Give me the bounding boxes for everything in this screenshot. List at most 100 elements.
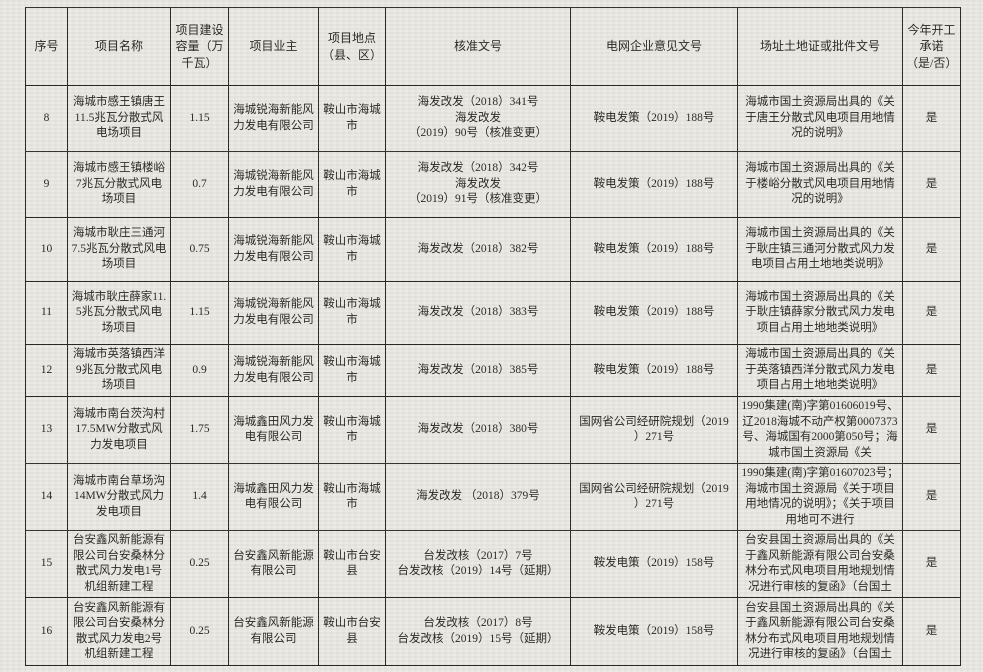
- cell-project-name: 海城市南台茨沟村17.5MW分散式风力发电项目: [67, 395, 171, 465]
- cell-approval-doc: 海发改发 （2018）379号: [385, 463, 571, 532]
- cell-seq: 10: [25, 217, 68, 282]
- table-row: 15 台安鑫风新能源有限公司台安桑林分散式风力发电1号机组新建工程 0.25 台…: [25, 530, 961, 599]
- cell-owner: 海城鑫田风力发电有限公司: [228, 463, 319, 532]
- header-owner: 项目业主: [228, 7, 319, 86]
- cell-land-cert-doc: 海城市国土资源局出具的《关于唐王分散式风电项目用地情况的说明》: [737, 85, 903, 152]
- table-row: 11 海城市耿庄薛家11.5兆瓦分散式风电场项目 1.15 海城锐海新能风力发电…: [25, 281, 961, 345]
- cell-start-commitment: 是: [902, 530, 961, 599]
- cell-capacity: 0.9: [170, 344, 229, 397]
- cell-approval-doc: 海发改发（2018）342号 海发改发 （2019）91号（核准变更）: [385, 151, 571, 218]
- cell-start-commitment: 是: [902, 85, 961, 152]
- cell-capacity: 0.25: [170, 530, 229, 599]
- cell-grid-opinion-doc: 鞍发电策（2019）158号: [570, 597, 738, 667]
- cell-owner: 海城锐海新能风力发电有限公司: [228, 85, 319, 152]
- cell-start-commitment: 是: [902, 151, 961, 218]
- cell-land-cert-doc: 海城市国土资源局出具的《关于楼峪分散式风电项目用地情况的说明》: [737, 151, 903, 218]
- cell-seq: 13: [25, 395, 68, 465]
- cell-seq: 9: [25, 151, 68, 218]
- cell-location: 鞍山市海城市: [318, 463, 386, 532]
- cell-location: 鞍山市海城市: [318, 151, 386, 218]
- cell-project-name: 海城市耿庄薛家11.5兆瓦分散式风电场项目: [67, 281, 171, 345]
- cell-grid-opinion-doc: 鞍发电策（2019）158号: [570, 530, 738, 599]
- cell-owner: 台安鑫风新能源有限公司: [228, 530, 319, 599]
- cell-approval-doc: 海发改发（2018）385号: [385, 344, 571, 397]
- cell-location: 鞍山市海城市: [318, 344, 386, 397]
- scanned-document-page: 序号 项目名称 项目建设容量（万千瓦） 项目业主 项目地点（县、区） 核准文号 …: [25, 7, 961, 667]
- cell-location: 鞍山市台安县: [318, 597, 386, 667]
- cell-approval-doc: 海发改发（2018）383号: [385, 281, 571, 345]
- cell-capacity: 0.75: [170, 217, 229, 282]
- cell-project-name: 海城市耿庄三通河7.5兆瓦分散式风电场项目: [67, 217, 171, 282]
- cell-approval-doc: 海发改发（2018）341号 海发改发 （2019）90号（核准变更）: [385, 85, 571, 152]
- table-row: 12 海城市英落镇西洋9兆瓦分散式风电场项目 0.9 海城锐海新能风力发电有限公…: [25, 344, 961, 397]
- cell-start-commitment: 是: [902, 463, 961, 532]
- cell-project-name: 海城市感王镇唐王11.5兆瓦分散式风电场项目: [67, 85, 171, 152]
- cell-project-name: 海城市英落镇西洋9兆瓦分散式风电场项目: [67, 344, 171, 397]
- cell-project-name: 台安鑫风新能源有限公司台安桑林分散式风力发电2号机组新建工程: [67, 597, 171, 667]
- table-header-row: 序号 项目名称 项目建设容量（万千瓦） 项目业主 项目地点（县、区） 核准文号 …: [25, 7, 961, 86]
- cell-approval-doc: 海发改发（2018）380号: [385, 395, 571, 465]
- cell-approval-doc: 海发改发（2018）382号: [385, 217, 571, 282]
- cell-location: 鞍山市台安县: [318, 530, 386, 599]
- cell-project-name: 台安鑫风新能源有限公司台安桑林分散式风力发电1号机组新建工程: [67, 530, 171, 599]
- cell-start-commitment: 是: [902, 395, 961, 465]
- cell-grid-opinion-doc: 国网省公司经研院规划（2019 ）271号: [570, 463, 738, 532]
- table-row: 10 海城市耿庄三通河7.5兆瓦分散式风电场项目 0.75 海城锐海新能风力发电…: [25, 217, 961, 282]
- header-location: 项目地点（县、区）: [318, 7, 386, 86]
- cell-grid-opinion-doc: 鞍电发策（2019）188号: [570, 281, 738, 345]
- cell-owner: 台安鑫风新能源有限公司: [228, 597, 319, 667]
- header-grid-opinion-doc: 电网企业意见文号: [570, 7, 738, 86]
- table-row: 13 海城市南台茨沟村17.5MW分散式风力发电项目 1.75 海城鑫田风力发电…: [25, 395, 961, 465]
- cell-grid-opinion-doc: 鞍电发策（2019）188号: [570, 85, 738, 152]
- cell-location: 鞍山市海城市: [318, 281, 386, 345]
- cell-location: 鞍山市海城市: [318, 217, 386, 282]
- cell-seq: 15: [25, 530, 68, 599]
- cell-location: 鞍山市海城市: [318, 85, 386, 152]
- cell-owner: 海城锐海新能风力发电有限公司: [228, 151, 319, 218]
- table-row: 8 海城市感王镇唐王11.5兆瓦分散式风电场项目 1.15 海城锐海新能风力发电…: [25, 85, 961, 152]
- cell-seq: 16: [25, 597, 68, 667]
- cell-start-commitment: 是: [902, 217, 961, 282]
- cell-capacity: 0.25: [170, 597, 229, 667]
- cell-start-commitment: 是: [902, 281, 961, 345]
- header-approval-doc: 核准文号: [385, 7, 571, 86]
- cell-owner: 海城锐海新能风力发电有限公司: [228, 344, 319, 397]
- cell-grid-opinion-doc: 国网省公司经研院规划（2019 ）271号: [570, 395, 738, 465]
- cell-land-cert-doc: 1990集建(南)字第01607023号；海城市国土资源局《关于项目用地情况的说…: [737, 463, 903, 532]
- cell-location: 鞍山市海城市: [318, 395, 386, 465]
- cell-owner: 海城锐海新能风力发电有限公司: [228, 281, 319, 345]
- cell-approval-doc: 台发改核（2017）8号 台发改核（2019）15号（延期）: [385, 597, 571, 667]
- cell-land-cert-doc: 1990集建(南)字第01606019号、辽2018海城不动产权第0007373…: [737, 395, 903, 465]
- cell-grid-opinion-doc: 鞍电发策（2019）188号: [570, 217, 738, 282]
- cell-start-commitment: 是: [902, 597, 961, 667]
- cell-land-cert-doc: 台安县国土资源局出具的《关于鑫风新能源有限公司台安桑林分布式风电项目用地规划情况…: [737, 530, 903, 599]
- wind-project-approval-table: 序号 项目名称 项目建设容量（万千瓦） 项目业主 项目地点（县、区） 核准文号 …: [25, 7, 961, 667]
- cell-capacity: 1.15: [170, 281, 229, 345]
- cell-capacity: 1.4: [170, 463, 229, 532]
- cell-seq: 8: [25, 85, 68, 152]
- table-row: 14 海城市南台草场沟14MW分散式风力发电项目 1.4 海城鑫田风力发电有限公…: [25, 463, 961, 532]
- cell-capacity: 1.75: [170, 395, 229, 465]
- cell-land-cert-doc: 台安县国土资源局出具的《关于鑫风新能源有限公司台安桑林分布式风电项目用地规划情况…: [737, 597, 903, 667]
- header-capacity: 项目建设容量（万千瓦）: [170, 7, 229, 86]
- header-seq: 序号: [25, 7, 68, 86]
- cell-seq: 12: [25, 344, 68, 397]
- table-row: 9 海城市感王镇楼峪7兆瓦分散式风电场项目 0.7 海城锐海新能风力发电有限公司…: [25, 151, 961, 218]
- cell-land-cert-doc: 海城市国土资源局出具的《关于耿庄镇三通河分散式风力发电项目占用土地地类说明》: [737, 217, 903, 282]
- cell-seq: 11: [25, 281, 68, 345]
- cell-grid-opinion-doc: 鞍电发策（2019）188号: [570, 344, 738, 397]
- cell-capacity: 1.15: [170, 85, 229, 152]
- header-start-commitment: 今年开工承诺（是/否）: [902, 7, 961, 86]
- cell-approval-doc: 台发改核（2017）7号 台发改核（2019）14号（延期）: [385, 530, 571, 599]
- cell-owner: 海城锐海新能风力发电有限公司: [228, 217, 319, 282]
- header-land-cert-doc: 场址土地证或批件文号: [737, 7, 903, 86]
- cell-start-commitment: 是: [902, 344, 961, 397]
- table-row: 16 台安鑫风新能源有限公司台安桑林分散式风力发电2号机组新建工程 0.25 台…: [25, 597, 961, 667]
- cell-grid-opinion-doc: 鞍电发策（2019）188号: [570, 151, 738, 218]
- cell-seq: 14: [25, 463, 68, 532]
- cell-land-cert-doc: 海城市国土资源局出具的《关于耿庄镇薛家分散式风力发电项目占用土地地类说明》: [737, 281, 903, 345]
- cell-project-name: 海城市感王镇楼峪7兆瓦分散式风电场项目: [67, 151, 171, 218]
- cell-owner: 海城鑫田风力发电有限公司: [228, 395, 319, 465]
- header-project-name: 项目名称: [67, 7, 171, 86]
- cell-capacity: 0.7: [170, 151, 229, 218]
